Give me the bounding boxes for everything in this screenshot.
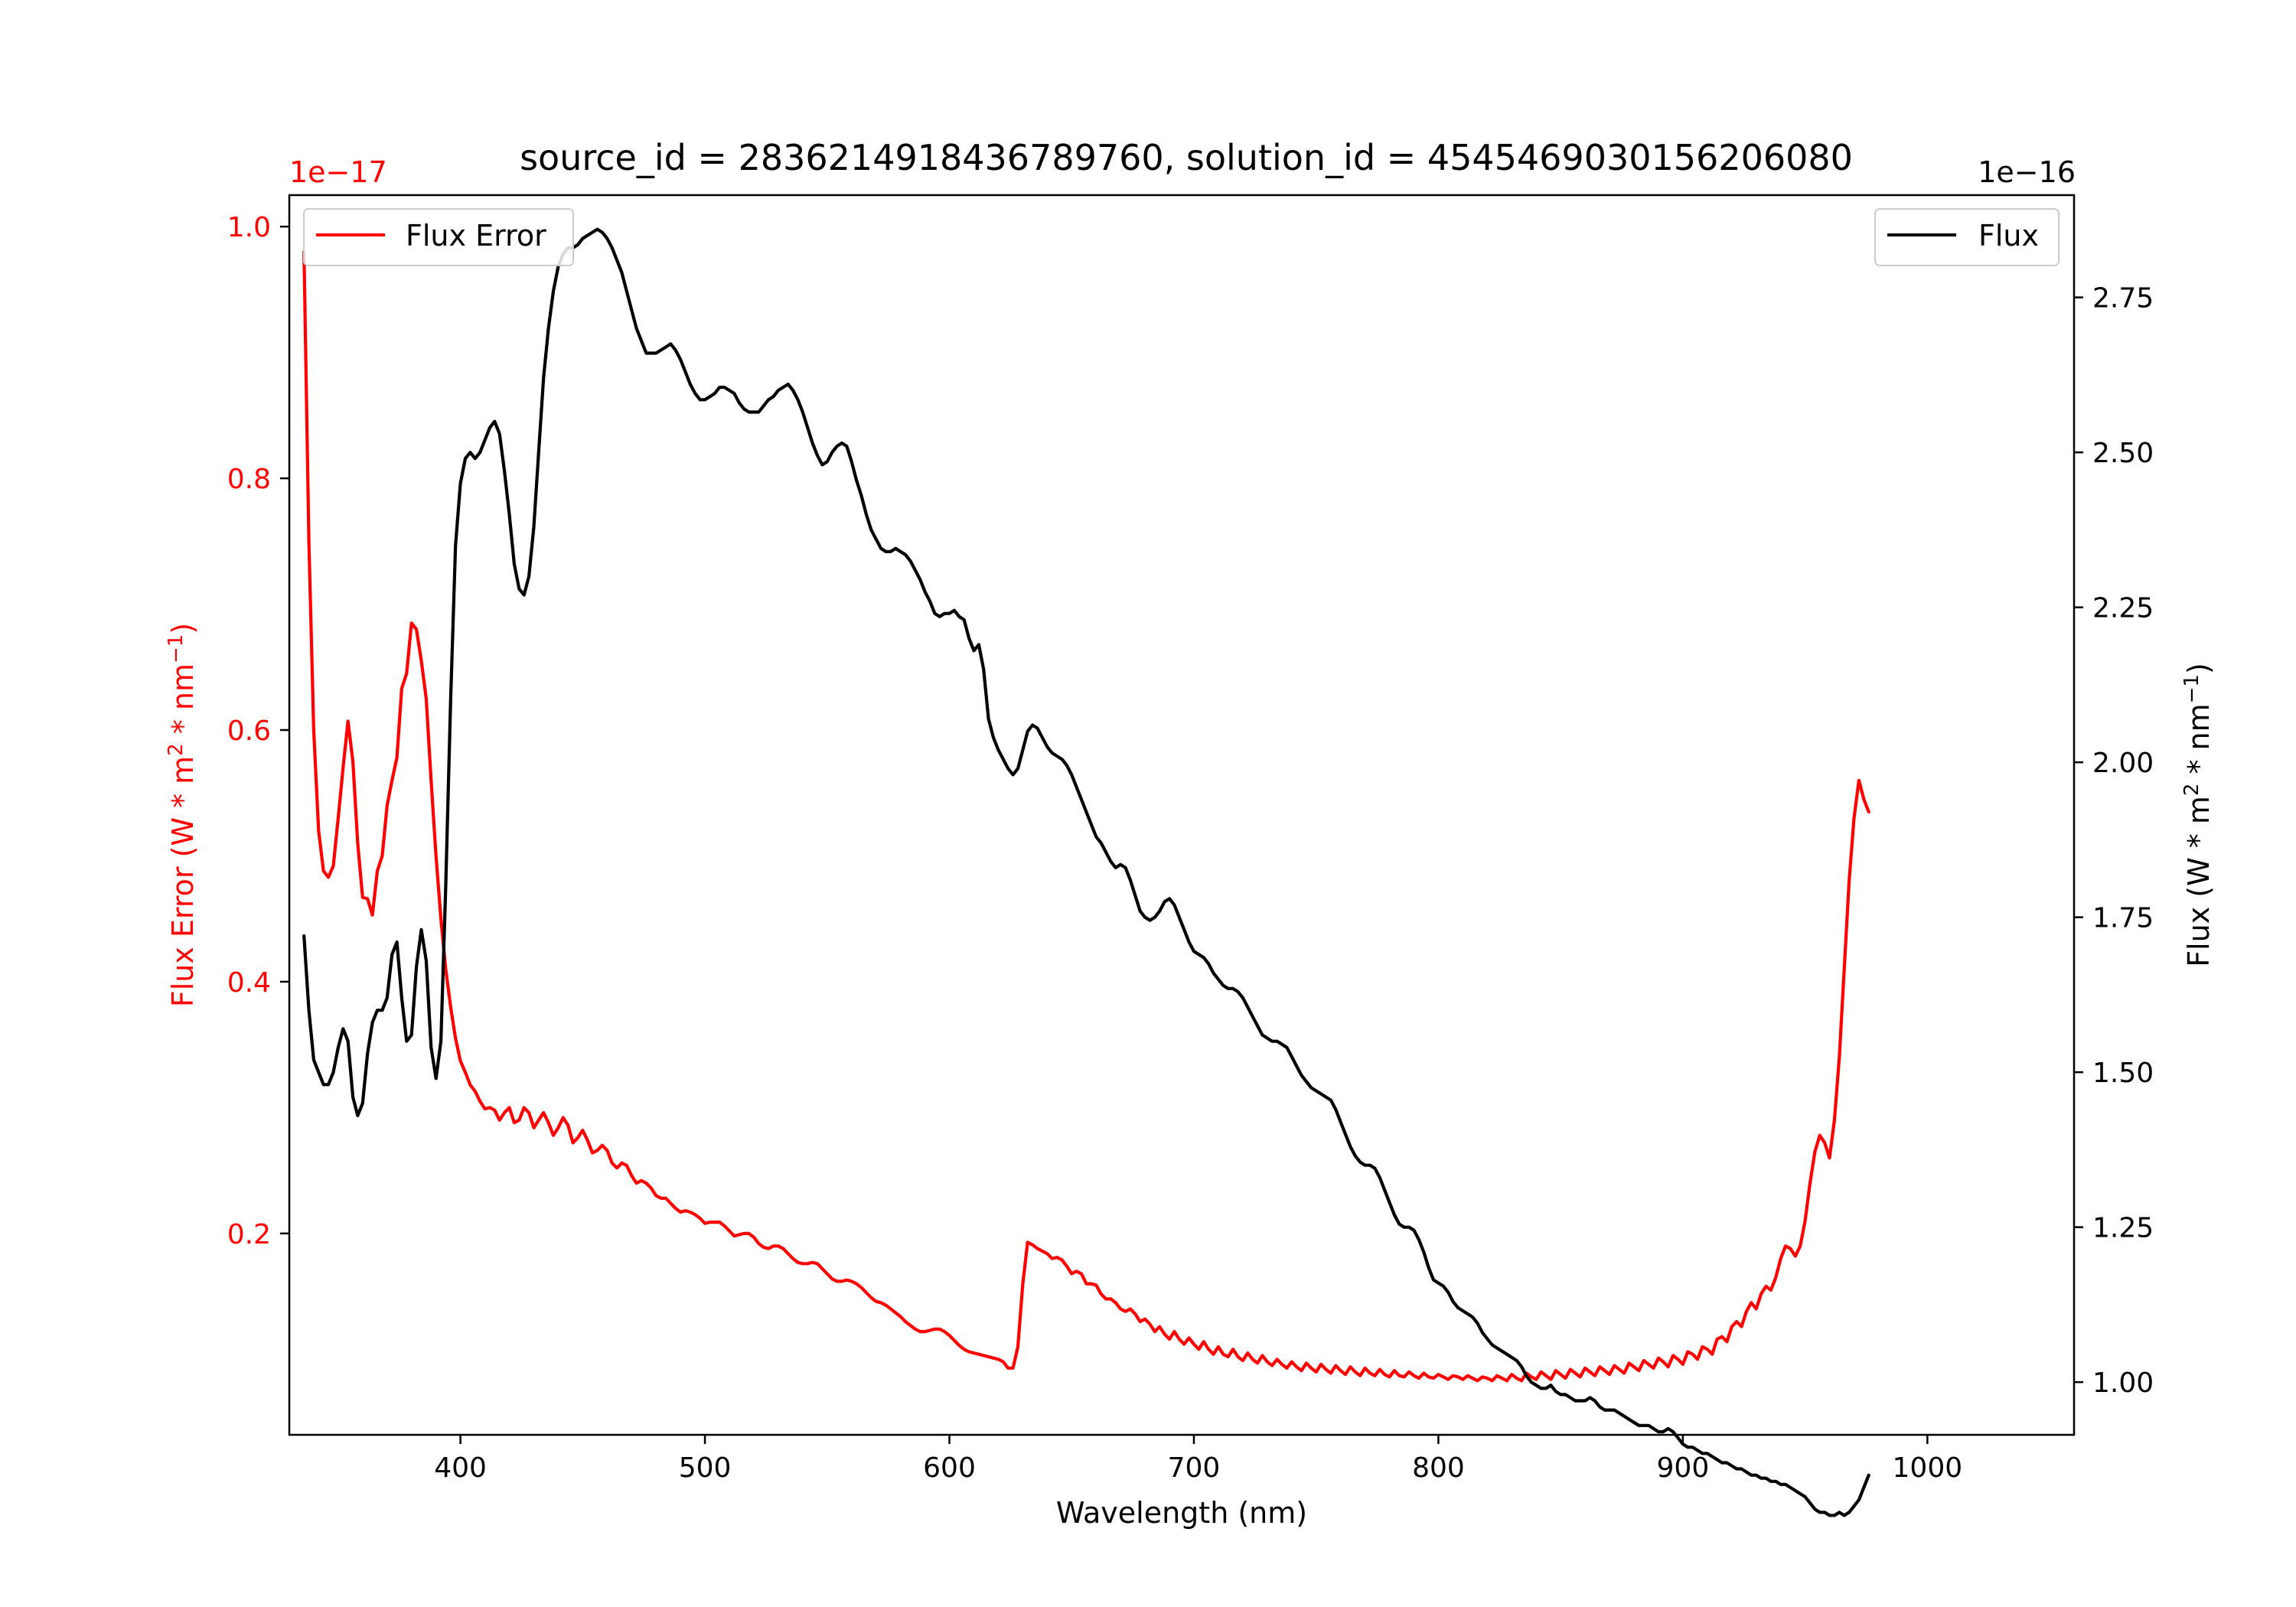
right-y-axis: 1.00 1.25 1.50 1.75 2.00 2.25 2.50 2.75 xyxy=(2074,283,2154,1399)
x-tick-label-600: 600 xyxy=(923,1452,976,1484)
right-y-label-part-2: * nm xyxy=(2182,703,2216,783)
x-tick-label-700: 700 xyxy=(1168,1452,1221,1484)
legend-flux-error-label: Flux Error xyxy=(406,219,546,253)
left-y-axis: 0.2 0.4 0.6 0.8 1.0 xyxy=(227,212,289,1250)
chart-title: source_id = 2836214918436789760, solutio… xyxy=(520,137,1853,178)
right-y-label-sup-1: 2 xyxy=(2180,784,2203,797)
legend-flux-error: Flux Error xyxy=(303,208,574,266)
left-tick-label-1: 0.4 xyxy=(227,967,271,999)
right-tick-label-1: 1.25 xyxy=(2092,1213,2154,1244)
right-tick-label-7: 2.75 xyxy=(2092,283,2154,315)
x-axis: 400 500 600 700 800 900 1000 xyxy=(434,1435,1962,1484)
right-y-label-sup-2: −1 xyxy=(2180,674,2203,703)
series-line-flux-error xyxy=(302,249,1870,1383)
left-y-label-part-1: Flux Error (W * m xyxy=(166,756,200,1007)
right-tick-label-6: 2.50 xyxy=(2092,438,2154,469)
x-axis-label: Wavelength (nm) xyxy=(1056,1496,1307,1530)
left-tick-label-0: 0.2 xyxy=(227,1219,271,1250)
right-y-label-part-3: ) xyxy=(2182,663,2216,674)
x-tick-label-500: 500 xyxy=(679,1452,732,1484)
right-tick-label-3: 1.75 xyxy=(2092,903,2154,934)
left-y-label-sup-1: 2 xyxy=(165,743,188,756)
left-axis-offset-text: 1e−17 xyxy=(289,155,387,189)
x-tick-label-800: 800 xyxy=(1412,1452,1465,1484)
x-tick-label-400: 400 xyxy=(434,1452,487,1484)
left-tick-label-2: 0.6 xyxy=(227,715,271,747)
left-tick-label-3: 0.8 xyxy=(227,464,271,495)
right-y-axis-label: Flux (W * m2 * nm−1) xyxy=(2180,663,2216,967)
left-y-label-part-2: * nm xyxy=(166,663,200,743)
legend-flux-label: Flux xyxy=(1978,219,2039,253)
right-tick-label-4: 2.00 xyxy=(2092,748,2154,779)
left-y-label-sup-2: −1 xyxy=(165,634,188,663)
right-tick-label-2: 1.50 xyxy=(2092,1058,2154,1089)
left-y-axis-label: Flux Error (W * m2 * nm−1) xyxy=(165,623,200,1007)
left-y-label-part-3: ) xyxy=(166,623,200,634)
right-axis-offset-text: 1e−16 xyxy=(1978,155,2076,189)
x-tick-label-1000: 1000 xyxy=(1893,1452,1963,1484)
x-tick-label-900: 900 xyxy=(1657,1452,1710,1484)
right-y-label-part-1: Flux (W * m xyxy=(2182,796,2216,967)
right-tick-label-5: 2.25 xyxy=(2092,593,2154,624)
right-tick-label-0: 1.00 xyxy=(2092,1367,2154,1399)
left-tick-label-4: 1.0 xyxy=(227,212,271,243)
legend-flux: Flux xyxy=(1874,208,2060,266)
legend-flux-box xyxy=(1874,208,2060,266)
legend-flux-error-box xyxy=(303,208,574,266)
plot-frame xyxy=(288,194,2076,1436)
